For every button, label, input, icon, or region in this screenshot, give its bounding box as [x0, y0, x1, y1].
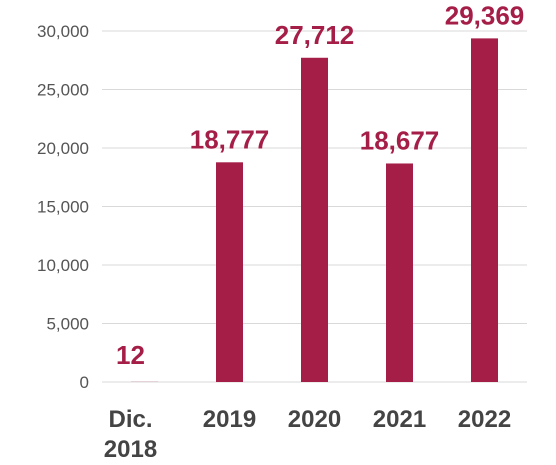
x-category-label: Dic. 2018 — [104, 406, 157, 463]
y-tick-label: 30,000 — [37, 22, 89, 41]
y-tick-label: 25,000 — [37, 81, 89, 100]
data-labels: 12 18,777 27,712 18,677 29,369 — [116, 0, 524, 370]
x-category-label: 2022 — [458, 406, 511, 433]
y-axis-tick-labels: 0 5,000 10,000 15,000 20,000 25,000 30,000 — [37, 22, 89, 392]
bar — [216, 162, 243, 382]
data-label: 18,777 — [190, 124, 270, 154]
x-category-label: 2019 — [203, 406, 256, 433]
bar — [471, 38, 498, 383]
y-tick-label: 0 — [80, 373, 89, 392]
x-axis-category-labels: Dic. 2018 2019 2020 2021 2022 — [104, 406, 511, 463]
data-label: 18,677 — [360, 125, 440, 155]
y-tick-label: 15,000 — [37, 198, 89, 217]
bar — [301, 57, 328, 383]
bar — [386, 163, 413, 382]
x-category-label: 2020 — [288, 406, 341, 433]
bars — [131, 38, 498, 383]
data-label: 27,712 — [275, 20, 355, 50]
y-tick-label: 10,000 — [37, 256, 89, 275]
x-category-label: 2021 — [373, 406, 426, 433]
data-label: 29,369 — [445, 0, 525, 30]
y-tick-label: 20,000 — [37, 139, 89, 158]
y-tick-label: 5,000 — [46, 315, 89, 334]
data-label: 12 — [116, 340, 145, 370]
